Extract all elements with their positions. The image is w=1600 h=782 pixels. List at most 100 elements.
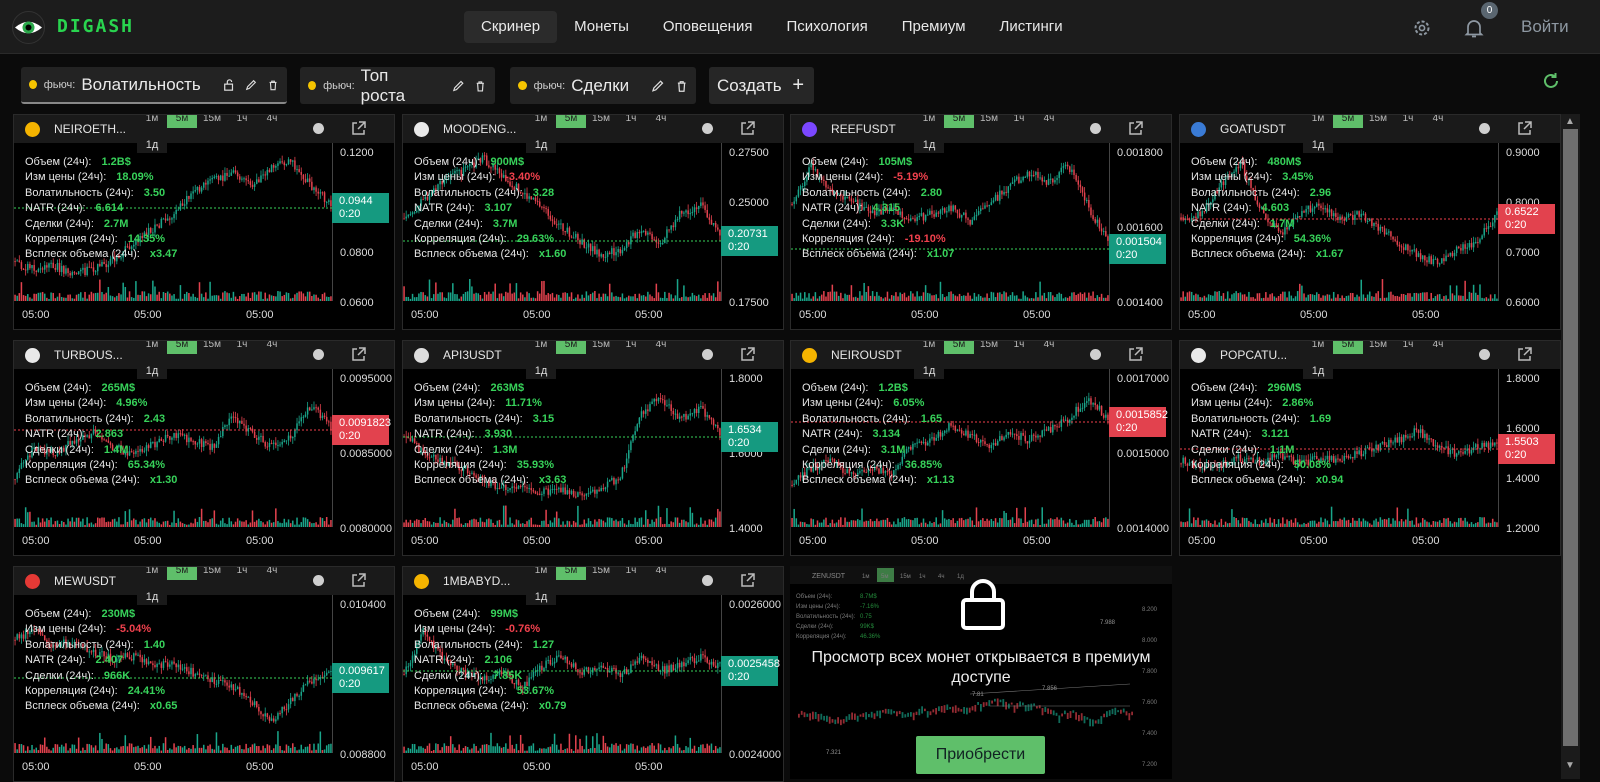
external-link-icon[interactable]	[350, 572, 367, 589]
coin-symbol[interactable]: REEFUSDT	[831, 122, 896, 136]
timeframe-option[interactable]: 5м	[1333, 340, 1363, 354]
timeframe-option[interactable]: 15м	[586, 114, 616, 128]
timeframe-option[interactable]: 1ч	[1393, 114, 1423, 128]
timeframe-option[interactable]: 15м	[974, 114, 1004, 128]
nav-listings[interactable]: Листинги	[983, 11, 1080, 43]
timeframe-option[interactable]: 15м	[197, 340, 227, 354]
coin-symbol[interactable]: MOODENG...	[443, 122, 516, 136]
timeframe-option[interactable]: 5м	[167, 340, 197, 354]
status-dot-icon[interactable]	[1479, 123, 1490, 134]
refresh-icon[interactable]	[1541, 71, 1561, 91]
login-button[interactable]: Войти	[1521, 17, 1569, 37]
tab-trades[interactable]: фьюч: Сделки	[510, 67, 696, 104]
status-dot-icon[interactable]	[1090, 123, 1101, 134]
timeframe-option[interactable]: 1м	[526, 340, 556, 354]
nav-screener[interactable]: Скринер	[464, 11, 557, 43]
timeframe-option[interactable]: 5м	[556, 114, 586, 128]
external-link-icon[interactable]	[1516, 346, 1533, 363]
timeframe-option[interactable]: 1м	[914, 340, 944, 354]
coin-symbol[interactable]: POPCATU...	[1220, 348, 1287, 362]
timeframe-option[interactable]: 4ч	[646, 114, 676, 128]
coin-symbol[interactable]: 1MBABYD...	[443, 574, 510, 588]
timeframe-option[interactable]: 1м	[137, 114, 167, 128]
timeframe-option[interactable]: 4ч	[257, 114, 287, 128]
timeframe-option[interactable]: 5м	[944, 340, 974, 354]
external-link-icon[interactable]	[739, 120, 756, 137]
timeframe-option[interactable]: 15м	[197, 566, 227, 580]
timeframe-option[interactable]: 5м	[167, 566, 197, 580]
timeframe-option[interactable]: 1ч	[227, 340, 257, 354]
edit-icon[interactable]	[452, 79, 465, 93]
external-link-icon[interactable]	[1516, 120, 1533, 137]
external-link-icon[interactable]	[350, 346, 367, 363]
timeframe-option[interactable]: 4ч	[1423, 114, 1453, 128]
nav-psychology[interactable]: Психология	[769, 11, 884, 43]
timeframe-option[interactable]: 15м	[1363, 114, 1393, 128]
timeframe-option[interactable]: 4ч	[1034, 340, 1064, 354]
timeframe-option[interactable]: 1м	[526, 114, 556, 128]
timeframe-option[interactable]: 15м	[586, 340, 616, 354]
timeframe-option[interactable]: 4ч	[257, 340, 287, 354]
timeframe-option[interactable]: 15м	[586, 566, 616, 580]
timeframe-option[interactable]: 15м	[197, 114, 227, 128]
trash-icon[interactable]	[267, 78, 279, 92]
timeframe-option[interactable]: 15м	[1363, 340, 1393, 354]
timeframe-option[interactable]: 1м	[137, 566, 167, 580]
external-link-icon[interactable]	[1127, 120, 1144, 137]
coin-symbol[interactable]: MEWUSDT	[54, 574, 116, 588]
nav-alerts[interactable]: Оповещения	[646, 11, 770, 43]
edit-icon[interactable]	[245, 78, 257, 92]
trash-icon[interactable]	[474, 79, 487, 93]
coin-symbol[interactable]: NEIROUSDT	[831, 348, 902, 362]
trash-icon[interactable]	[675, 79, 688, 93]
timeframe-option[interactable]: 15м	[974, 340, 1004, 354]
status-dot-icon[interactable]	[1479, 349, 1490, 360]
status-dot-icon[interactable]	[1090, 349, 1101, 360]
nav-premium[interactable]: Премиум	[885, 11, 983, 43]
timeframe-option[interactable]: 5м	[556, 566, 586, 580]
timeframe-option[interactable]: 1ч	[227, 566, 257, 580]
timeframe-option[interactable]: 4ч	[646, 340, 676, 354]
edit-icon[interactable]	[651, 79, 664, 93]
gear-icon[interactable]	[1412, 18, 1432, 38]
timeframe-option[interactable]: 5м	[1333, 114, 1363, 128]
timeframe-option[interactable]: 1м	[137, 340, 167, 354]
timeframe-option[interactable]: 1ч	[616, 566, 646, 580]
timeframe-option[interactable]: 1ч	[1393, 340, 1423, 354]
timeframe-option[interactable]: 4ч	[1034, 114, 1064, 128]
external-link-icon[interactable]	[739, 346, 756, 363]
timeframe-option[interactable]: 4ч	[646, 566, 676, 580]
timeframe-option[interactable]: 1м	[1303, 114, 1333, 128]
status-dot-icon[interactable]	[702, 349, 713, 360]
status-dot-icon[interactable]	[313, 575, 324, 586]
status-dot-icon[interactable]	[702, 123, 713, 134]
create-tab-button[interactable]: Создать+	[709, 67, 814, 104]
nav-coins[interactable]: Монеты	[557, 11, 646, 43]
timeframe-option[interactable]: 5м	[167, 114, 197, 128]
eye-logo-icon[interactable]	[12, 11, 45, 44]
timeframe-option[interactable]: 1м	[914, 114, 944, 128]
timeframe-option[interactable]: 1ч	[616, 340, 646, 354]
timeframe-option[interactable]: 5м	[556, 340, 586, 354]
external-link-icon[interactable]	[1127, 346, 1144, 363]
timeframe-option[interactable]: 4ч	[257, 566, 287, 580]
coin-symbol[interactable]: TURBOUS...	[54, 348, 123, 362]
timeframe-option[interactable]: 1ч	[1004, 340, 1034, 354]
timeframe-option[interactable]: 4ч	[1423, 340, 1453, 354]
coin-symbol[interactable]: NEIROETH...	[54, 122, 126, 136]
brand-name[interactable]: DIGASH	[57, 16, 134, 37]
timeframe-option[interactable]: 1м	[1303, 340, 1333, 354]
timeframe-option[interactable]: 1ч	[616, 114, 646, 128]
coin-symbol[interactable]: GOATUSDT	[1220, 122, 1286, 136]
status-dot-icon[interactable]	[313, 123, 324, 134]
external-link-icon[interactable]	[350, 120, 367, 137]
status-dot-icon[interactable]	[313, 349, 324, 360]
